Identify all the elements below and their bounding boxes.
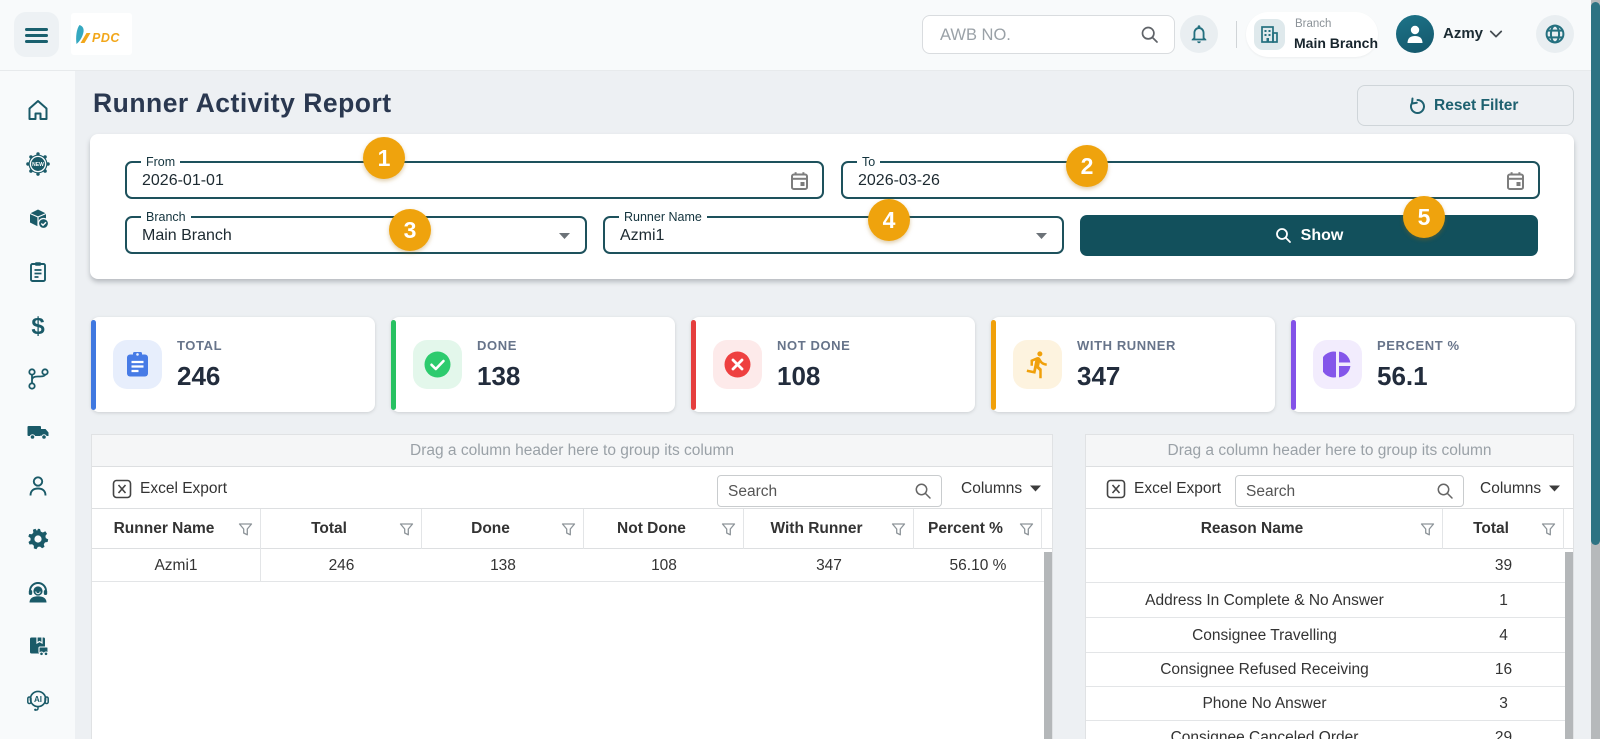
svg-text:NEW: NEW: [32, 162, 44, 168]
svg-text:$: $: [31, 313, 45, 337]
svg-text:AI: AI: [34, 695, 42, 704]
svg-text:PDC: PDC: [92, 31, 120, 45]
